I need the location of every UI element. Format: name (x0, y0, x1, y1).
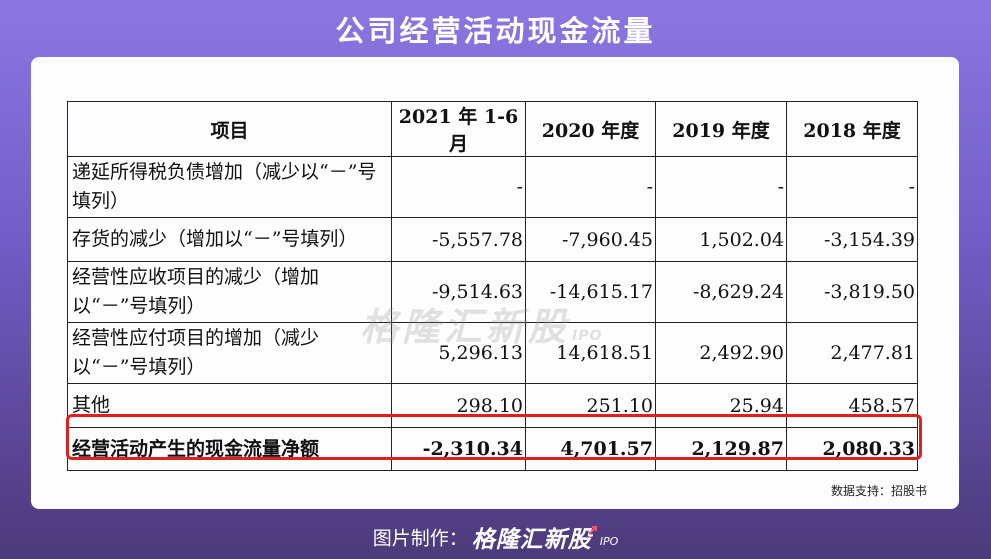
row-label: 经营性应付项目的增加（减少以“－”号填列） (67, 322, 392, 384)
arrow-icon (588, 525, 597, 535)
row-label: 其他 (67, 383, 392, 428)
table-header-row: 项目 2021 年 1-6 月 2020 年度 2019 年度 2018 年度 (67, 101, 918, 157)
cell-value: 14,618.51 (525, 322, 656, 384)
table-row: 经营性应付项目的增加（减少以“－”号填列） 5,296.13 14,618.51… (67, 322, 918, 384)
cell-value: - (655, 156, 787, 218)
table-row-total: 经营活动产生的现金流量净额 -2,310.34 4,701.57 2,129.8… (67, 427, 918, 471)
brand-suffix: IPO (599, 534, 619, 548)
cell-value: 1,502.04 (655, 217, 787, 262)
table-row: 其他 298.10 251.10 25.94 458.57 (67, 383, 918, 428)
cell-value: -8,629.24 (655, 261, 787, 323)
cell-value: 4,701.57 (525, 427, 656, 471)
cell-value: 2,477.81 (786, 322, 918, 384)
cell-value: -3,819.50 (786, 261, 918, 323)
table-row: 经营性应收项目的减少（增加以“－”号填列） -9,514.63 -14,615.… (67, 261, 918, 323)
cell-value: 298.10 (391, 383, 526, 428)
table-row: 存货的减少（增加以“－”号填列） -5,557.78 -7,960.45 1,5… (67, 217, 918, 262)
cell-value: -9,514.63 (391, 261, 526, 323)
cell-value: 5,296.13 (391, 322, 526, 384)
header-2018: 2018 年度 (786, 101, 918, 157)
cash-flow-table: 项目 2021 年 1-6 月 2020 年度 2019 年度 2018 年度 … (67, 101, 918, 471)
table-row: 递延所得税负债增加（减少以“－”号填列） - - - - (67, 156, 918, 218)
content-card: 项目 2021 年 1-6 月 2020 年度 2019 年度 2018 年度 … (31, 57, 959, 509)
row-label: 经营活动产生的现金流量净额 (67, 427, 392, 471)
brand-logo: 格隆汇新股 (471, 527, 592, 553)
cell-value: -7,960.45 (525, 217, 656, 262)
cell-value: -5,557.78 (391, 217, 526, 262)
header-2021h1: 2021 年 1-6 月 (391, 101, 526, 157)
header-2019: 2019 年度 (655, 101, 787, 157)
cell-value: 251.10 (525, 383, 656, 428)
cell-value: -14,615.17 (525, 261, 656, 323)
row-label: 存货的减少（增加以“－”号填列） (67, 217, 392, 262)
page-title: 公司经营活动现金流量 (335, 14, 656, 48)
cell-value: 25.94 (655, 383, 787, 428)
cell-value: 2,080.33 (786, 427, 918, 471)
cell-value: - (786, 156, 918, 218)
cell-value: -2,310.34 (391, 427, 526, 471)
footer-credit: 图片制作： 格隆汇新股 IPO (0, 520, 991, 554)
cell-value: -3,154.39 (786, 217, 918, 262)
row-label: 经营性应收项目的减少（增加以“－”号填列） (67, 261, 392, 323)
row-label: 递延所得税负债增加（减少以“－”号填列） (67, 156, 392, 218)
cell-value: - (525, 156, 656, 218)
cell-value: 2,492.90 (655, 322, 787, 384)
cell-value: 2,129.87 (655, 427, 787, 471)
cell-value: 458.57 (786, 383, 918, 428)
header-item: 项目 (67, 101, 392, 157)
cell-value: - (391, 156, 526, 218)
credit-label: 图片制作： (372, 527, 468, 550)
source-note: 数据支持：招股书 (830, 484, 927, 498)
header-2020: 2020 年度 (525, 101, 656, 157)
